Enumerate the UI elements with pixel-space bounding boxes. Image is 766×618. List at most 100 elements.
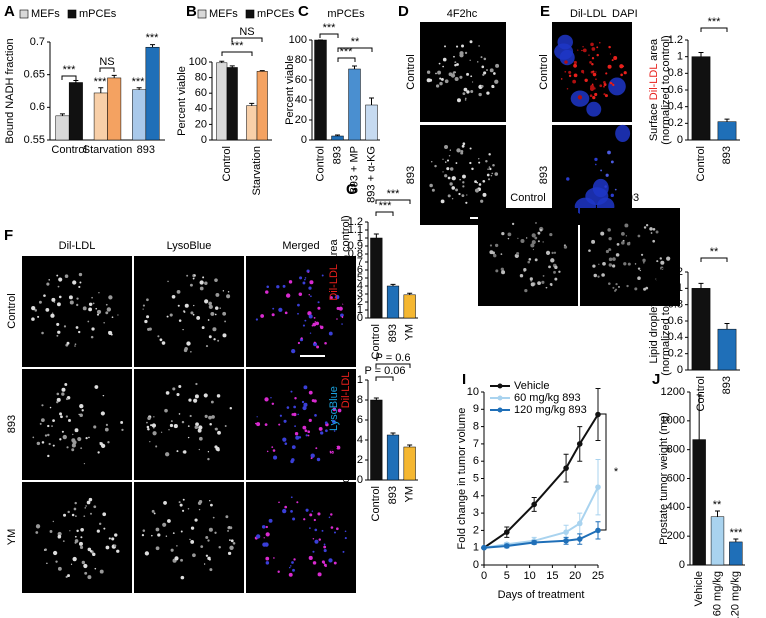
signal-dot	[474, 188, 480, 193]
signal-dot	[330, 513, 333, 516]
signal-dot	[91, 296, 93, 299]
signal-dot	[188, 398, 192, 402]
signal-dot	[342, 303, 344, 305]
signal-dot	[611, 83, 613, 85]
y-axis-label: Percent viable	[176, 66, 188, 136]
row-label: Control	[538, 54, 550, 89]
signal-dot	[342, 550, 345, 553]
y-tick-label: 0.2	[668, 348, 683, 360]
signal-dot	[454, 76, 459, 81]
signal-dot	[108, 295, 113, 300]
signal-dot	[217, 339, 220, 342]
signal-dot	[449, 149, 451, 151]
signal-dot	[57, 534, 62, 539]
y-axis-label-part: Percent viable	[284, 55, 296, 125]
signal-dot	[71, 513, 75, 517]
signal-dot	[325, 565, 327, 568]
signal-dot	[542, 241, 544, 243]
signal-dot	[98, 522, 102, 526]
bar	[403, 446, 416, 481]
signal-dot	[303, 385, 308, 390]
signal-dot	[639, 269, 641, 272]
signal-dot	[650, 232, 653, 234]
signal-dot	[55, 560, 58, 563]
signal-dot	[623, 71, 627, 75]
signal-dot	[312, 561, 317, 565]
panel-label: F	[4, 227, 13, 244]
x-tick-label: Control	[695, 146, 707, 181]
signal-dot	[52, 520, 55, 523]
signal-dot	[302, 324, 305, 327]
signal-dot	[537, 231, 541, 235]
signal-dot	[568, 74, 572, 78]
signal-dot	[183, 311, 186, 313]
signal-dot	[289, 566, 291, 569]
significance-label: ***	[379, 200, 393, 212]
signal-dot	[493, 72, 496, 75]
signal-dot	[153, 416, 155, 418]
signal-dot	[35, 531, 39, 534]
signal-dot	[307, 434, 310, 437]
signal-dot	[96, 309, 102, 315]
legend-label: MEFs	[209, 8, 238, 20]
signal-dot	[344, 530, 347, 533]
signal-dot	[456, 63, 459, 66]
signal-dot	[208, 304, 213, 309]
y-tick-label: 0.8	[668, 299, 683, 311]
signal-dot	[560, 78, 563, 80]
signal-dot	[56, 334, 59, 337]
signal-dot	[516, 251, 520, 256]
signal-dot	[590, 42, 594, 47]
y-tick-label: 80	[295, 54, 307, 66]
x-tick-label: 893 + α-KG	[365, 146, 377, 203]
signal-dot	[528, 257, 532, 261]
x-axis-label: Days of treatment	[498, 589, 585, 601]
signal-dot	[41, 441, 45, 444]
signal-dot	[203, 393, 208, 398]
signal-dot	[602, 85, 605, 88]
signal-dot	[302, 281, 306, 285]
panel-label: D	[398, 3, 409, 20]
signal-dot	[482, 73, 485, 76]
signal-dot	[637, 267, 641, 270]
signal-dot	[78, 541, 83, 546]
signal-dot	[208, 301, 212, 306]
signal-dot	[190, 540, 195, 544]
signal-dot	[537, 281, 541, 286]
signal-dot	[151, 423, 157, 428]
channel-label: Dil-LDL	[59, 240, 96, 252]
signal-dot	[447, 176, 451, 180]
nucleus	[557, 34, 573, 50]
signal-dot	[564, 70, 567, 73]
signal-dot	[57, 566, 62, 571]
signal-dot	[294, 425, 296, 428]
signal-dot	[308, 555, 313, 561]
signal-dot	[652, 239, 656, 243]
signal-dot	[456, 148, 461, 153]
signal-dot	[211, 415, 215, 419]
signal-dot	[573, 60, 577, 65]
signal-dot	[461, 44, 465, 48]
y-axis-label-part: (normalized to control)	[340, 215, 352, 324]
signal-dot	[273, 557, 275, 559]
signal-dot	[272, 307, 275, 310]
signal-dot	[151, 509, 155, 513]
signal-dot	[207, 319, 210, 321]
signal-dot	[76, 529, 79, 533]
bar	[55, 115, 70, 141]
y-axis-label-part: (normalized to control)	[660, 266, 672, 375]
error-bar	[73, 80, 79, 83]
signal-dot	[591, 47, 596, 51]
signal-dot	[197, 428, 202, 433]
signal-dot	[324, 341, 327, 345]
signal-dot	[455, 188, 459, 192]
signal-dot	[616, 243, 620, 246]
signal-dot	[216, 448, 220, 452]
signal-dot	[200, 545, 204, 549]
signal-dot	[212, 327, 217, 332]
bar	[386, 285, 400, 319]
signal-dot	[481, 65, 485, 69]
y-tick-label: 0.2	[348, 454, 363, 466]
signal-dot	[74, 428, 79, 433]
signal-dot	[331, 419, 336, 424]
